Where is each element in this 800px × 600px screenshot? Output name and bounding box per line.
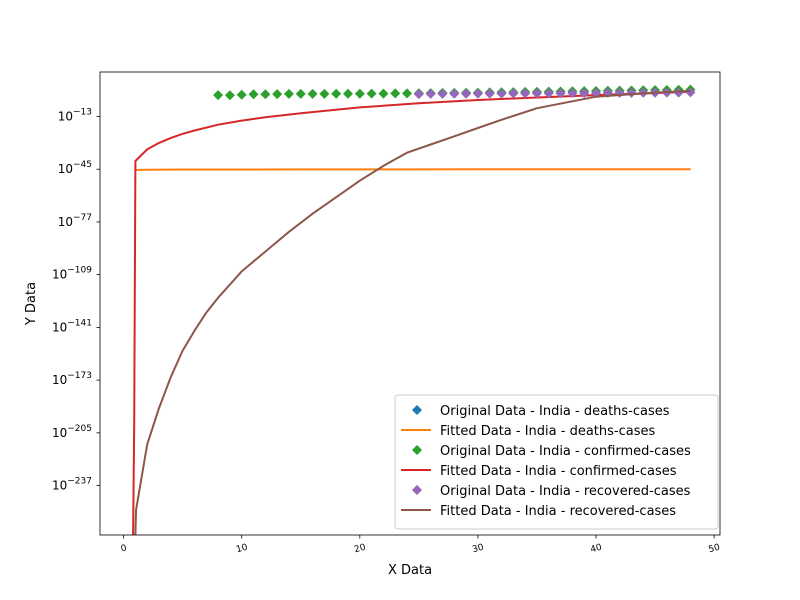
legend-box — [394, 394, 719, 530]
data-point — [555, 88, 566, 99]
data-point — [472, 88, 483, 99]
data-point — [354, 88, 365, 99]
data-point — [543, 88, 554, 99]
data-point — [508, 88, 519, 99]
data-point — [520, 88, 531, 99]
legend-entry-label: Original Data - India - deaths-cases — [440, 404, 670, 419]
series-line — [134, 89, 691, 535]
x-axis: 0 10 20 30 40 50 — [120, 535, 722, 556]
data-point — [272, 89, 283, 100]
data-point — [343, 88, 353, 99]
data-point — [224, 90, 235, 101]
plot-frame — [99, 71, 721, 536]
y-tick-label: 10−77 — [58, 213, 92, 229]
data-point — [685, 87, 696, 98]
data-point — [496, 88, 507, 99]
data-point — [295, 88, 306, 99]
data-point — [319, 88, 330, 99]
legend-entry-label: Fitted Data - India - deaths-cases — [440, 424, 655, 439]
y-axis: 10−13 10−45 10−77 10−109 10−141 10−173 10−205 1… — [52, 107, 100, 493]
legend-entry-label: Fitted Data - India - recovered-cases — [440, 504, 676, 519]
data-point — [437, 88, 448, 99]
data-point — [425, 88, 436, 99]
y-axis-label: Y Data — [24, 282, 39, 326]
data-point — [213, 90, 224, 101]
data-point — [402, 88, 413, 99]
y-tick-label: 10−237 — [52, 477, 92, 493]
data-point — [673, 87, 684, 98]
y-tick-label: 10−141 — [52, 318, 92, 334]
series-5 — [134, 89, 691, 535]
data-point — [626, 87, 637, 98]
data-point — [461, 88, 472, 99]
y-tick-label: 10−109 — [52, 266, 92, 282]
x-tick-label: 40 — [589, 543, 603, 556]
data-point — [236, 89, 247, 100]
series-1 — [135, 168, 691, 171]
data-point — [248, 89, 259, 100]
data-point — [260, 89, 271, 100]
data-point — [484, 88, 495, 99]
x-tick-label: 20 — [353, 543, 367, 556]
x-tick-label: 50 — [708, 543, 722, 556]
series-layer — [132, 84, 696, 535]
x-tick-label: 0 — [120, 543, 128, 554]
y-tick-label: 10−45 — [58, 160, 92, 176]
data-point — [378, 88, 389, 99]
y-tick-label: 10−173 — [52, 371, 92, 387]
data-point — [413, 89, 424, 100]
data-point — [567, 88, 578, 99]
x-axis-label: X Data — [388, 563, 432, 578]
x-tick-label: 30 — [471, 543, 485, 556]
legend-entry-label: Original Data - India - recovered-cases — [440, 484, 691, 499]
data-point — [531, 88, 542, 99]
data-point — [307, 88, 318, 99]
legend: Original Data - India - deaths-cases Fitt… — [394, 394, 719, 530]
data-point — [449, 88, 460, 99]
data-point — [331, 88, 342, 99]
x-tick-label: 10 — [235, 543, 249, 556]
series-line — [135, 168, 691, 171]
legend-entry-label: Fitted Data - India - confirmed-cases — [440, 464, 677, 479]
data-point — [366, 88, 377, 99]
legend-marker-swatch — [412, 485, 422, 495]
legend-marker-swatch — [412, 405, 422, 415]
data-point — [283, 88, 294, 99]
y-tick-label: 10−13 — [58, 107, 92, 123]
legend-marker-swatch — [412, 445, 422, 455]
data-point — [579, 88, 590, 99]
legend-entry-label: Original Data - India - confirmed-cases — [440, 444, 691, 459]
y-tick-label: 10−205 — [52, 424, 92, 440]
data-point — [390, 88, 401, 99]
